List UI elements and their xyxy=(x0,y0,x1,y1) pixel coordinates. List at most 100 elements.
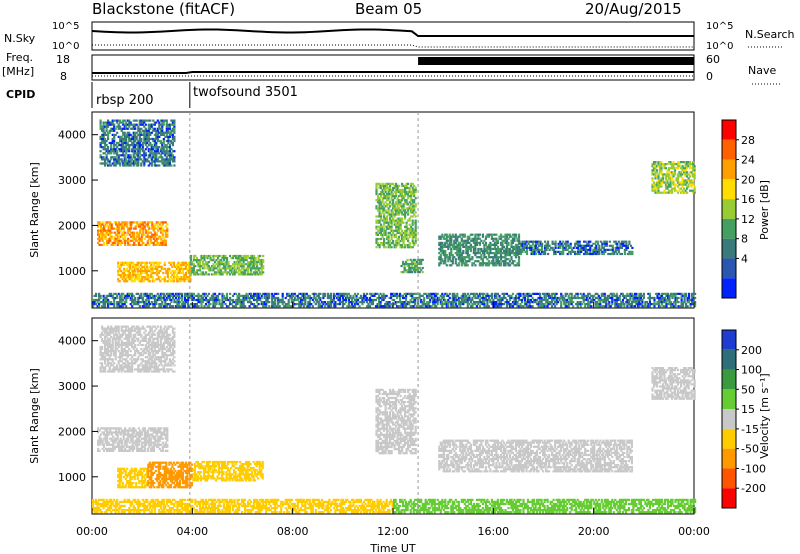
data-cell xyxy=(224,267,227,270)
data-cell xyxy=(265,296,268,300)
data-cell xyxy=(209,254,212,258)
data-cell xyxy=(526,298,530,302)
data-cell xyxy=(456,254,459,257)
data-cell xyxy=(152,119,155,122)
data-cell xyxy=(152,229,155,232)
data-cell xyxy=(180,276,183,279)
data-cell xyxy=(178,278,181,281)
data-cell xyxy=(173,123,176,126)
data-cell xyxy=(490,301,493,304)
data-cell xyxy=(127,237,130,240)
data-cell xyxy=(383,229,386,232)
data-cell xyxy=(532,248,535,251)
data-cell xyxy=(141,123,144,126)
data-cell xyxy=(343,294,346,297)
data-cell xyxy=(311,305,314,308)
data-cell xyxy=(483,301,486,304)
data-cell xyxy=(484,305,487,308)
data-cell xyxy=(212,296,215,300)
data-cell xyxy=(613,252,616,256)
data-cell xyxy=(159,276,162,279)
data-cell xyxy=(197,265,200,268)
data-cell xyxy=(181,269,184,273)
data-cell xyxy=(480,254,483,257)
data-cell xyxy=(381,201,384,204)
data-cell xyxy=(666,185,669,188)
data-cell xyxy=(542,303,545,306)
data-cell xyxy=(194,254,197,258)
data-cell xyxy=(535,242,538,245)
data-cell xyxy=(144,127,147,130)
data-cell xyxy=(375,231,378,234)
data-cell xyxy=(407,213,410,216)
data-cell xyxy=(413,244,416,247)
data-cell xyxy=(146,233,149,236)
data-cell xyxy=(343,292,346,295)
data-cell xyxy=(658,161,662,164)
data-cell xyxy=(654,189,657,192)
data-cell xyxy=(198,265,202,268)
data-cell xyxy=(241,271,244,274)
data-cell xyxy=(161,127,164,130)
data-cell xyxy=(511,237,515,240)
data-cell xyxy=(501,303,504,306)
data-cell xyxy=(378,296,381,300)
data-cell xyxy=(104,125,107,128)
data-cell xyxy=(384,188,387,192)
data-cell xyxy=(116,141,119,145)
data-cell xyxy=(229,292,232,295)
data-cell xyxy=(98,223,101,226)
data-cell xyxy=(341,294,344,297)
data-cell xyxy=(144,292,147,295)
data-cell xyxy=(423,292,426,295)
data-cell xyxy=(403,292,406,295)
data-cell xyxy=(222,263,226,266)
data-cell xyxy=(651,169,654,172)
data-cell xyxy=(326,292,329,295)
data-cell xyxy=(165,121,168,124)
data-cell xyxy=(111,121,114,124)
data-cell xyxy=(383,237,386,241)
data-cell xyxy=(517,260,521,263)
data-cell xyxy=(501,239,504,242)
data-cell xyxy=(672,179,675,182)
data-cell xyxy=(507,241,510,244)
data-cell xyxy=(263,303,266,306)
data-cell xyxy=(153,152,156,155)
data-cell xyxy=(575,242,578,245)
data-cell xyxy=(378,209,381,212)
data-cell xyxy=(235,292,238,295)
data-cell xyxy=(545,244,548,247)
data-cell xyxy=(250,294,253,297)
data-cell xyxy=(450,260,453,263)
data-cell xyxy=(134,296,137,300)
data-cell xyxy=(248,263,251,266)
data-cell xyxy=(657,191,660,194)
data-cell xyxy=(174,271,177,275)
data-cell xyxy=(153,133,156,136)
data-cell xyxy=(516,296,519,300)
data-cell xyxy=(441,241,444,244)
data-cell xyxy=(171,123,174,126)
data-cell xyxy=(396,227,399,230)
data-cell xyxy=(399,292,402,295)
freq-label: Freq. xyxy=(6,51,33,64)
data-cell xyxy=(105,154,108,157)
data-cell xyxy=(155,129,158,132)
data-cell xyxy=(601,252,604,256)
data-cell xyxy=(396,213,399,216)
data-cell xyxy=(386,227,389,230)
data-cell xyxy=(462,243,465,246)
data-cell xyxy=(111,156,114,159)
data-cell xyxy=(385,294,388,297)
data-cell xyxy=(143,225,146,228)
data-cell xyxy=(693,167,696,170)
data-cell xyxy=(421,266,424,270)
data-cell xyxy=(519,244,523,247)
data-cell xyxy=(137,125,140,128)
data-cell xyxy=(239,305,242,308)
data-cell xyxy=(155,231,158,234)
data-cell xyxy=(433,298,436,302)
data-cell xyxy=(162,150,165,153)
data-cell xyxy=(392,188,395,192)
